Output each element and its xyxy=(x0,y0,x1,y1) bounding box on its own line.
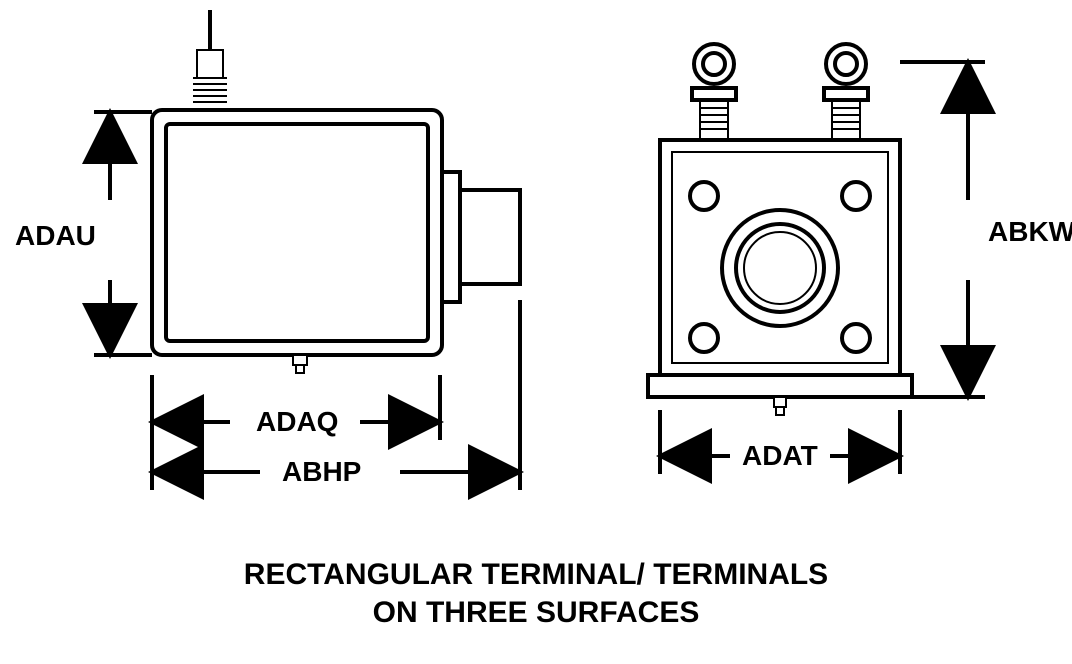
label-adaq: ADAQ xyxy=(256,406,338,438)
label-abkw: ABKW xyxy=(988,216,1072,248)
label-adau: ADAU xyxy=(15,220,96,252)
title-line-2: ON THREE SURFACES xyxy=(0,596,1072,630)
diagram-canvas: ADAU ADAQ ABHP ABKW ADAT RECTANGULAR TER… xyxy=(0,0,1072,664)
label-abhp: ABHP xyxy=(282,456,361,488)
right-view xyxy=(648,44,985,474)
diagram-svg xyxy=(0,0,1072,560)
label-adat: ADAT xyxy=(742,440,818,472)
title-line-1: RECTANGULAR TERMINAL/ TERMINALS xyxy=(0,558,1072,592)
